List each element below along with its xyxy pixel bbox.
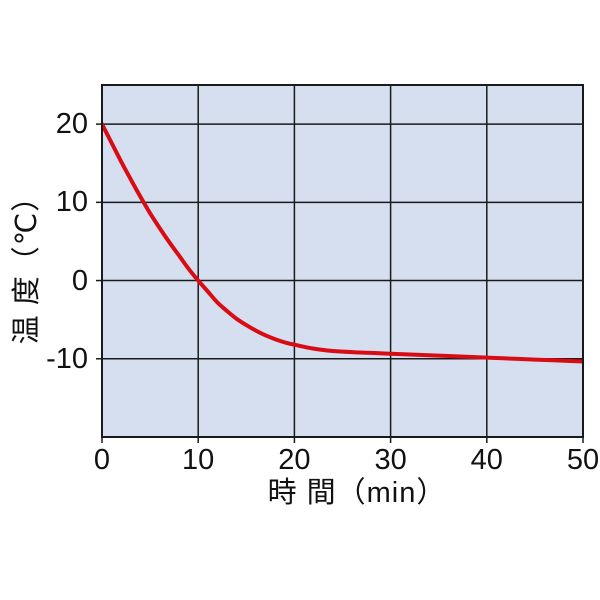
y-tick-label: 0 (71, 264, 88, 297)
y-tick-label: 20 (55, 108, 88, 141)
plot-background (102, 85, 583, 437)
x-tick-label: 30 (374, 444, 407, 476)
x-tick-label: 50 (566, 444, 600, 476)
x-tick-label: 10 (182, 444, 215, 476)
x-tick-label: 20 (278, 444, 311, 476)
x-tick-label: 0 (93, 444, 111, 476)
temperature-curve (102, 122, 583, 364)
y-tick-label: 10 (55, 186, 88, 219)
y-tick-label: -10 (46, 342, 88, 375)
plot-border (101, 84, 584, 438)
plot-group (96, 84, 584, 443)
x-tick-label: 40 (470, 444, 503, 476)
y-axis-title: 温 度（℃） (11, 181, 43, 345)
x-axis-title: 時 間（min） (267, 477, 447, 509)
